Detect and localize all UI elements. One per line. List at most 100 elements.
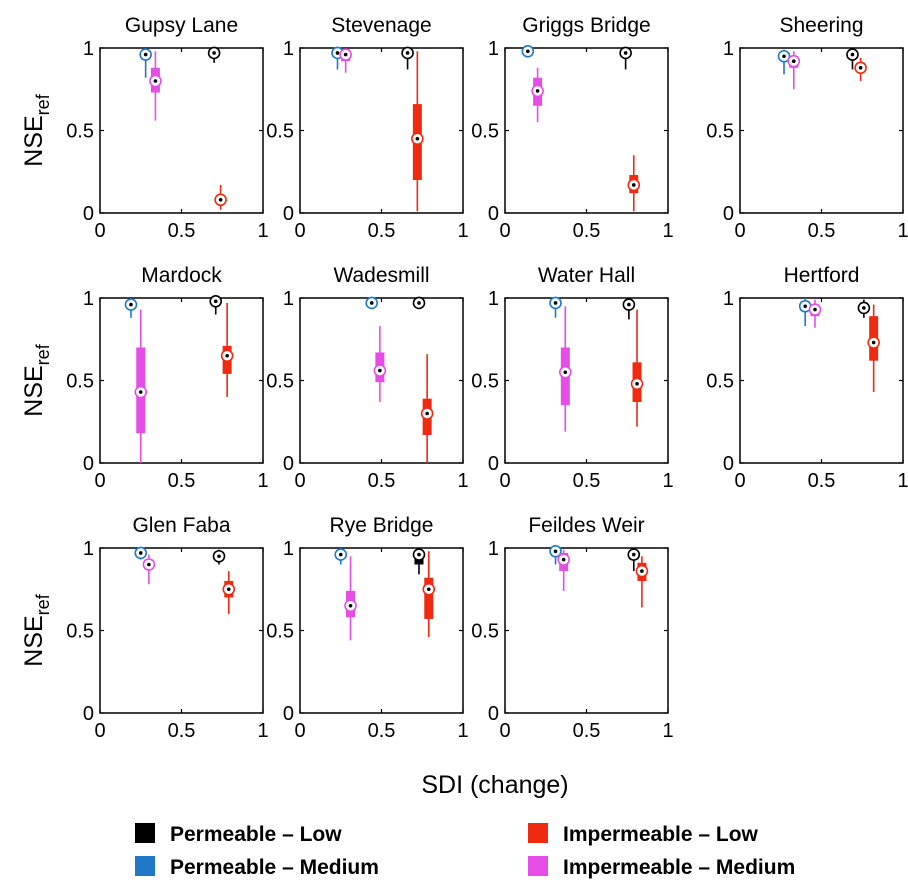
box-IL	[854, 57, 867, 81]
y-tick-label: 0.5	[471, 121, 499, 143]
y-tick-label: 0.5	[66, 121, 94, 143]
panel-title: Hertford	[784, 264, 860, 287]
median-dot	[425, 411, 429, 416]
box-IM	[557, 549, 570, 591]
box-PL	[857, 299, 871, 318]
axes-frame	[99, 547, 264, 714]
box-PL	[212, 549, 226, 565]
panel: Rye Bridge 0 0.5 1 0 0.5 1	[266, 514, 468, 742]
y-tick-label: 1	[83, 288, 94, 310]
y-tick-label: 0	[283, 453, 294, 475]
axes-frame	[99, 47, 264, 214]
x-tick-label: 0.5	[168, 220, 196, 242]
panel: Griggs Bridge 0 0.5 1 0 0.5 1	[471, 14, 673, 242]
box-IL	[220, 302, 234, 397]
y-axis-label: NSEref	[20, 593, 53, 666]
panel-title: Rye Bridge	[330, 514, 434, 537]
x-tick-label: 0	[294, 470, 305, 492]
x-tick-label: 1	[257, 720, 268, 742]
panel-title: Gupsy Lane	[125, 14, 238, 37]
x-tick-label: 1	[897, 470, 908, 492]
y-tick-label: 0	[283, 203, 294, 225]
median-dot	[369, 301, 374, 305]
panel-title: Mardock	[141, 264, 222, 287]
x-tick-label: 1	[457, 220, 468, 242]
x-tick-label: 0.5	[368, 720, 396, 742]
x-tick-label: 0	[734, 470, 745, 492]
median-dot	[791, 59, 796, 63]
axes-frame	[504, 47, 669, 214]
median-dot	[226, 587, 231, 592]
panel-title: Water Hall	[538, 264, 635, 287]
median-dot	[813, 307, 817, 312]
axes-frame	[299, 47, 464, 214]
box-IL	[420, 354, 434, 463]
median-dot	[561, 557, 566, 562]
x-tick-label: 0	[499, 220, 510, 242]
y-tick-label: 0.5	[266, 621, 294, 643]
y-tick-label: 0.5	[471, 371, 499, 393]
box-IL	[635, 556, 649, 608]
box-PM	[134, 546, 148, 560]
box-PL	[412, 296, 426, 310]
axes-frame	[739, 297, 904, 464]
x-tick-label: 0.5	[168, 470, 196, 492]
box-PM	[549, 296, 562, 318]
median-dot	[138, 551, 143, 555]
box-IM	[559, 306, 572, 432]
box-PM	[334, 548, 348, 565]
box-IM	[344, 556, 357, 641]
x-tick-label: 1	[662, 470, 673, 492]
y-tick-label: 1	[83, 38, 94, 60]
median-dot	[426, 587, 431, 592]
x-tick-label: 0.5	[808, 220, 836, 242]
x-tick-label: 1	[457, 720, 468, 742]
median-dot	[417, 301, 421, 305]
x-tick-label: 0	[499, 720, 510, 742]
box-PM	[549, 544, 562, 565]
box-PL	[207, 46, 221, 63]
y-tick-label: 1	[488, 538, 499, 560]
median-dot	[338, 552, 343, 557]
median-dot	[640, 569, 644, 573]
x-tick-label: 0.5	[168, 720, 196, 742]
x-tick-label: 1	[897, 220, 908, 242]
median-dot	[803, 304, 807, 309]
box-PL	[619, 46, 632, 70]
y-tick-label: 0	[83, 203, 94, 225]
median-dot	[147, 562, 151, 567]
median-dot	[415, 136, 420, 141]
x-tick-label: 0	[734, 220, 745, 242]
panel-title: Feildes Weir	[528, 514, 644, 537]
median-dot	[526, 49, 530, 54]
median-dot	[553, 301, 558, 305]
box-PL	[412, 548, 426, 575]
box-IM	[808, 299, 822, 328]
box-IM	[149, 51, 162, 121]
median-dot	[143, 52, 148, 57]
y-tick-label: 0.5	[66, 371, 94, 393]
median-dot	[153, 79, 158, 83]
y-tick-label: 0.5	[66, 621, 94, 643]
y-tick-label: 1	[283, 538, 294, 560]
median-dot	[858, 66, 863, 70]
median-dot	[782, 54, 786, 59]
panel: Gupsy Lane 0 0.5 1 0 0.5 1 NSEref	[20, 14, 269, 242]
x-tick-label: 0	[94, 220, 105, 242]
panel: Hertford 0 0.5 1 0 0.5 1	[706, 264, 908, 492]
median-dot	[217, 554, 221, 559]
median-dot	[623, 51, 628, 55]
box-IL	[630, 309, 644, 427]
median-dot	[218, 198, 223, 202]
y-tick-label: 0	[83, 453, 94, 475]
x-tick-label: 1	[257, 220, 268, 242]
box-PL	[622, 298, 636, 320]
legend-label: Impermeable – Low	[563, 823, 759, 846]
median-dot	[553, 549, 558, 554]
box-IM	[134, 309, 148, 463]
box-IM	[142, 554, 156, 585]
box-PM	[124, 298, 138, 318]
axes-frame	[739, 47, 904, 214]
box-PM	[777, 49, 791, 75]
